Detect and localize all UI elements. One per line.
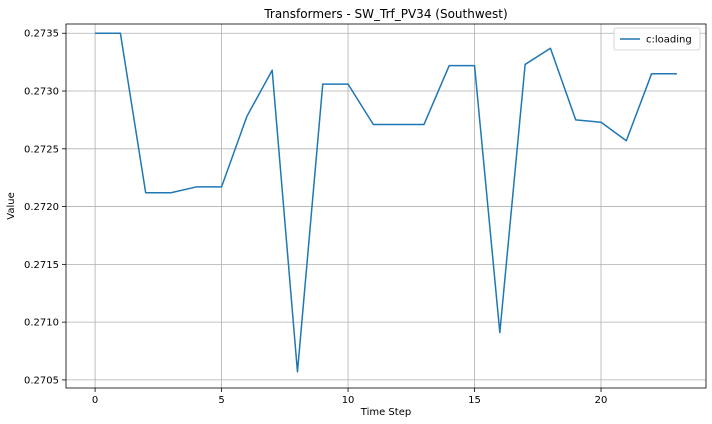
axis-ticks: 0 5 10 15 20 0.2705 0.2710 0.2715 0.2720 0.2725 0.… (24, 29, 607, 406)
legend-box (613, 27, 701, 51)
y-axis-label: Value (6, 192, 17, 219)
x-axis-label: Time Step (360, 407, 411, 418)
series-line-0 (95, 32, 677, 373)
plot-frame (65, 23, 707, 389)
y-tick-label: 0.2735 (24, 29, 59, 40)
chart-title: Transformers - SW_Trf_PV34 (Southwest) (263, 7, 507, 21)
y-tick-label: 0.2715 (24, 260, 59, 271)
x-tick-label: 15 (468, 395, 481, 406)
x-tick-label: 20 (595, 395, 608, 406)
legend: c:loading (613, 27, 701, 51)
series-lines (95, 32, 677, 373)
y-tick-label: 0.2720 (24, 202, 59, 213)
x-tick-label: 5 (218, 395, 224, 406)
x-tick-label: 10 (342, 395, 355, 406)
x-tick-label: 0 (92, 395, 98, 406)
y-tick-label: 0.2705 (24, 375, 59, 386)
legend-label: c:loading (646, 35, 692, 46)
y-tick-label: 0.2730 (24, 87, 59, 98)
y-tick-label: 0.2710 (24, 318, 59, 329)
y-tick-label: 0.2725 (24, 144, 59, 155)
